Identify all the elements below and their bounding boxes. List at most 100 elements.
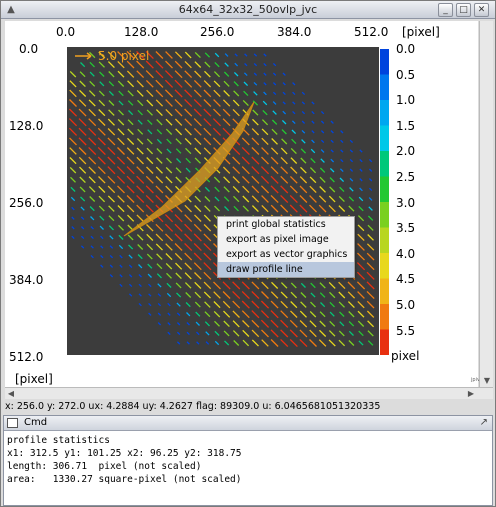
vector-arrow: [282, 101, 286, 105]
vector-arrow: [69, 157, 77, 165]
vector-arrow: [270, 300, 279, 309]
vector-arrow: [271, 119, 278, 125]
vector-arrow: [148, 302, 152, 307]
vector-arrow: [107, 61, 115, 69]
vector-arrow: [145, 50, 154, 60]
vector-arrows: [68, 50, 375, 348]
vector-arrow: [98, 99, 106, 107]
vector-arrow: [194, 147, 202, 155]
vector-arrow: [271, 281, 279, 289]
vector-arrow: [290, 147, 297, 155]
menu-item-draw-profile-line[interactable]: draw profile line: [218, 262, 354, 277]
vector-arrow: [292, 101, 296, 105]
colorbar-segment: [380, 202, 389, 228]
vector-arrow: [117, 128, 125, 136]
vector-arrow: [157, 293, 162, 297]
cmd-output[interactable]: profile statistics x1: 312.5 y1: 101.25 x…: [4, 431, 492, 489]
vector-arrow: [174, 118, 183, 126]
vector-arrow: [241, 281, 250, 290]
vector-arrow: [174, 233, 183, 242]
vector-arrow: [78, 108, 87, 117]
vector-arrow: [146, 109, 153, 116]
vector-arrow: [146, 89, 154, 98]
vector-arrow: [174, 108, 183, 117]
vector-arrow: [194, 301, 201, 308]
x-tick-label: 384.0: [277, 25, 312, 39]
vector-arrow: [97, 156, 106, 165]
vector-arrow: [280, 175, 289, 184]
vector-arrow: [310, 282, 316, 289]
vector-arrow: [137, 254, 143, 260]
vector-arrow: [194, 70, 202, 78]
vector-arrow: [349, 149, 354, 153]
vector-arrow: [244, 62, 248, 67]
maximize-button[interactable]: □: [456, 3, 471, 17]
vector-arrow: [166, 157, 172, 164]
vector-arrow: [127, 100, 134, 106]
vector-arrow: [367, 234, 374, 241]
title-bar[interactable]: ▲ 64x64_32x32_50ovlp_jvc _ □ ✕: [1, 1, 495, 19]
vector-arrow: [184, 89, 193, 98]
vector-arrow: [70, 196, 76, 202]
vector-arrow: [224, 53, 229, 57]
vector-field[interactable]: 5.0 pixel: [67, 47, 379, 355]
vector-arrow: [175, 282, 182, 289]
vector-arrow: [234, 53, 238, 57]
vector-arrow: [329, 311, 335, 317]
scroll-left-arrow[interactable]: ◀: [7, 389, 15, 398]
vector-arrow: [357, 233, 365, 242]
minimize-button[interactable]: _: [438, 3, 453, 17]
vector-arrow: [282, 110, 287, 115]
vector-arrow: [241, 290, 250, 300]
vector-arrow: [290, 166, 298, 174]
vector-arrow: [88, 146, 97, 156]
menu-item-print-global-statistics[interactable]: print global statistics: [226, 219, 326, 230]
vector-arrow: [310, 157, 316, 164]
vector-arrow: [99, 225, 104, 230]
vector-arrow: [270, 156, 279, 165]
vector-arrow: [311, 110, 315, 115]
vector-arrow: [241, 310, 250, 319]
vertical-scrollbar[interactable]: ▼: [479, 21, 493, 387]
plot-background: [67, 47, 379, 355]
vector-arrow: [366, 310, 375, 318]
vector-arrow: [280, 291, 288, 299]
cmd-title-bar[interactable]: Cmd ↗: [4, 416, 492, 431]
vector-arrow: [136, 138, 144, 145]
vector-arrow: [339, 321, 345, 327]
vector-arrow: [109, 235, 114, 240]
horizontal-scrollbar[interactable]: ◀ ▶: [5, 387, 493, 399]
scroll-right-arrow[interactable]: ▶: [467, 389, 475, 398]
vector-plot-panel[interactable]: 0.0 128.0 256.0 384.0 512.0 [pixel] 0.0 …: [5, 21, 480, 387]
vector-arrow: [263, 62, 267, 67]
vector-arrow: [100, 245, 104, 249]
vector-arrow: [309, 195, 317, 203]
vector-arrow: [79, 186, 86, 193]
vector-arrow: [253, 81, 258, 86]
close-button[interactable]: ✕: [474, 3, 489, 17]
vector-arrow: [88, 118, 97, 127]
vector-arrow: [242, 320, 250, 328]
vector-arrow: [128, 110, 134, 116]
colorbar-segment: [380, 49, 389, 75]
colorbar-segment: [380, 329, 389, 355]
vector-arrow: [175, 128, 183, 136]
vector-arrow: [185, 147, 192, 155]
vector-arrow: [282, 82, 286, 86]
cmd-maximize-icon[interactable]: ↗: [479, 417, 488, 428]
vector-arrow: [272, 101, 277, 105]
vector-arrow: [223, 90, 230, 97]
vector-arrow: [366, 271, 375, 280]
vector-arrow: [356, 281, 366, 290]
vector-arrow: [224, 62, 229, 67]
vector-arrow: [251, 166, 260, 175]
vector-arrow: [252, 109, 259, 116]
vector-arrow: [299, 320, 308, 328]
scroll-down-arrow[interactable]: ▼: [483, 376, 491, 385]
vector-arrow: [89, 196, 96, 202]
vector-arrow: [328, 281, 336, 289]
menu-item-export-pixel-image[interactable]: export as pixel image: [226, 234, 329, 245]
menu-item-export-vector-graphics[interactable]: export as vector graphics: [226, 249, 348, 260]
vector-arrow: [309, 176, 317, 184]
vector-arrow: [137, 128, 144, 135]
